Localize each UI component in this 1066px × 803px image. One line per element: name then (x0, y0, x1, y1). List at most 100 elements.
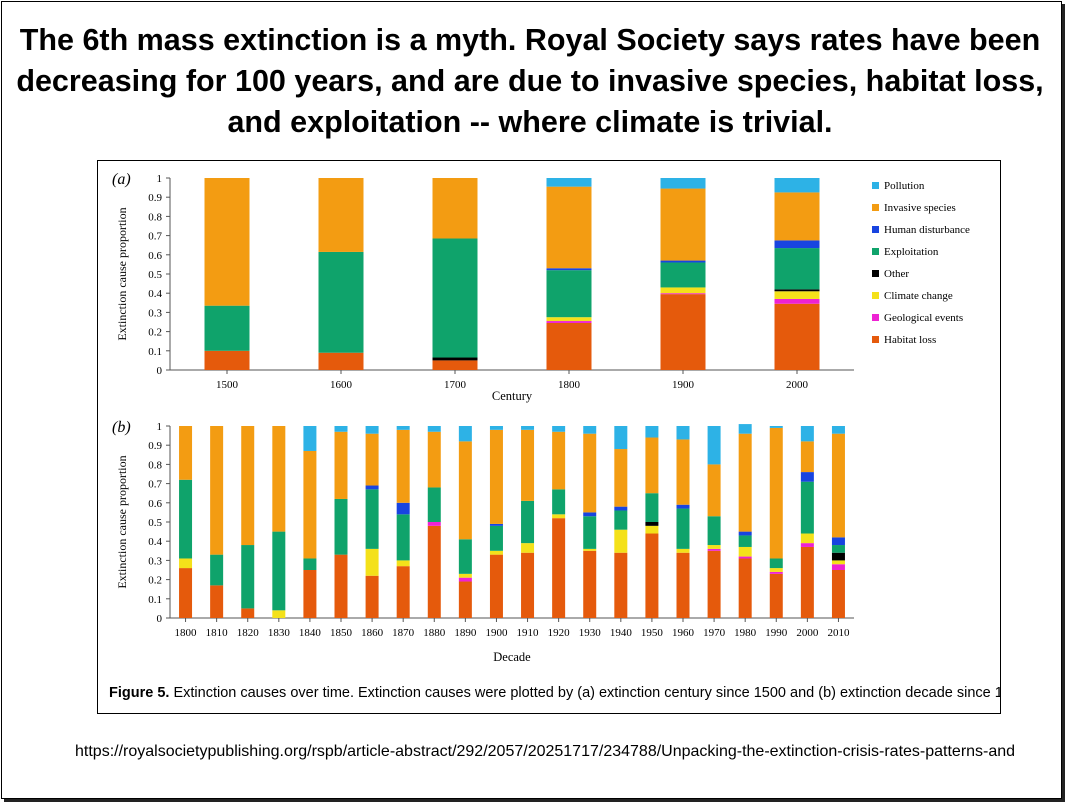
bar-segment (521, 429, 535, 501)
bar-segment (774, 298, 820, 304)
x-tick-label: 1500 (216, 379, 239, 391)
bar-segment (583, 548, 597, 551)
source-link[interactable]: https://royalsocietypublishing.org/rspb/… (75, 743, 1016, 760)
bar-segment (660, 262, 706, 288)
bar-segment (521, 552, 535, 618)
x-tick-label: 1850 (330, 627, 353, 639)
bar-segment (489, 523, 503, 526)
bar-segment (676, 508, 690, 549)
bar-segment (676, 439, 690, 505)
bar-segment (800, 481, 814, 534)
bar-segment (204, 350, 250, 370)
legend-swatch (872, 336, 879, 343)
bar-segment (334, 426, 348, 432)
x-tick-label: 1830 (268, 627, 291, 639)
bar-segment (396, 560, 410, 567)
bar-segment (396, 426, 410, 430)
bar-segment (707, 550, 721, 618)
x-tick-label: 1890 (454, 627, 477, 639)
bar-segment (769, 558, 783, 569)
bar-segment (489, 429, 503, 524)
bar-segment (432, 178, 478, 239)
y-tick-label: 0 (157, 613, 163, 625)
bar-segment (676, 426, 690, 440)
bar-segment (489, 525, 503, 551)
bar-segment (769, 427, 783, 559)
bar-segment (614, 529, 628, 553)
bar-segment (303, 558, 317, 570)
bar-segment (272, 426, 286, 532)
bar-segment (272, 610, 286, 618)
y-tick-label: 0.5 (148, 269, 162, 281)
x-tick-label: 1800 (175, 627, 198, 639)
legend-label: Human disturbance (884, 224, 970, 236)
bar-segment (738, 531, 752, 536)
bar-segment (427, 487, 441, 522)
bar-segment (583, 550, 597, 618)
x-tick-label: 1930 (579, 627, 602, 639)
bar-segment (769, 571, 783, 574)
bar-segment (800, 533, 814, 544)
bar-segment (738, 535, 752, 547)
bar-segment (303, 450, 317, 559)
figure-svg: 0 0.1 0.2 0.3 0.4 0.5 0.6 0.7 0.8 0.9 1 1500 1600 170… (109, 171, 1000, 701)
bar-segment (676, 548, 690, 553)
caption-text: Extinction causes over time. Extinction … (169, 685, 1000, 701)
y-tick-label: 0.5 (148, 517, 162, 529)
bar-segment (660, 294, 706, 370)
bar-segment (552, 431, 566, 490)
y-tick-label: 0.9 (148, 192, 162, 204)
bar-segment (645, 426, 659, 438)
x-tick-label: 1820 (237, 627, 260, 639)
x-tick-label: 2000 (786, 379, 809, 391)
x-tick-label: 1810 (206, 627, 229, 639)
legend-swatch (872, 270, 879, 277)
bar-segment (831, 570, 845, 618)
bar-segment (645, 533, 659, 618)
bar-segment (552, 426, 566, 432)
bar-segment (458, 573, 472, 578)
y-tick-label: 0.7 (148, 231, 162, 243)
bar-segment (676, 504, 690, 509)
bar-segment (546, 270, 592, 318)
bar-segment (318, 251, 364, 353)
legend-label: Exploitation (884, 246, 939, 258)
y-axis-title: Extinction cause proportion (115, 455, 129, 588)
bar-segment (521, 543, 535, 553)
bar-segment (800, 426, 814, 442)
bar-segment (546, 178, 592, 187)
bar-segment (645, 525, 659, 534)
bar-segment (583, 433, 597, 513)
y-tick-label: 0.2 (148, 575, 162, 587)
bar-segment (660, 293, 706, 295)
bar-segment (583, 426, 597, 434)
bar-segment (427, 522, 441, 526)
bar-segment (272, 531, 286, 611)
legend-label: Other (884, 268, 909, 280)
x-tick-label: 1910 (517, 627, 540, 639)
bar-segment (334, 498, 348, 555)
bar-segment (458, 426, 472, 442)
y-tick-label: 0.6 (148, 498, 162, 510)
legend-label: Habitat loss (884, 334, 936, 346)
bar-segment (738, 424, 752, 434)
bar-segment (676, 552, 690, 618)
bar-segment (614, 552, 628, 618)
bar-segment (303, 426, 317, 451)
bar-segment (241, 545, 255, 609)
bar-segment (396, 514, 410, 561)
bar-segment (546, 268, 592, 271)
x-tick-label: 1700 (444, 379, 467, 391)
bar-segment (583, 512, 597, 517)
bar-segment (365, 485, 379, 490)
bar-segment (738, 546, 752, 557)
bar-segment (318, 352, 364, 370)
bar-segment (614, 426, 628, 450)
y-tick-label: 0.8 (148, 459, 162, 471)
y-tick-label: 0.9 (148, 440, 162, 452)
bar-segment (831, 537, 845, 546)
bar-segment (583, 516, 597, 549)
y-tick-label: 0.3 (148, 555, 162, 567)
y-tick-label: 0.6 (148, 250, 162, 262)
x-tick-label: 1870 (392, 627, 415, 639)
